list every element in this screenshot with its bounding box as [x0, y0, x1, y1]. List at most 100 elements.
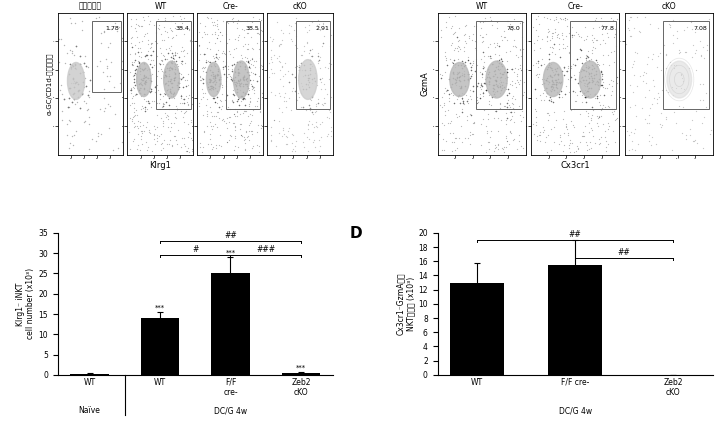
Point — [215, 106, 227, 113]
Point — [593, 115, 604, 121]
Point — [647, 77, 659, 83]
Point — [562, 125, 573, 132]
Point — [480, 18, 491, 25]
Point — [318, 95, 330, 102]
Point — [572, 146, 583, 153]
Point — [135, 105, 147, 112]
Point — [98, 108, 109, 115]
Point — [546, 78, 558, 84]
Point — [305, 97, 317, 104]
Point — [224, 106, 235, 112]
Point — [221, 139, 233, 146]
Point — [230, 142, 241, 149]
Point — [681, 24, 693, 31]
Point — [240, 75, 252, 82]
Point — [625, 14, 636, 21]
Point — [577, 133, 588, 140]
Point — [135, 23, 147, 29]
Point — [98, 86, 109, 92]
Point — [221, 74, 233, 81]
Point — [146, 64, 158, 71]
Point — [65, 79, 76, 86]
Point — [66, 20, 77, 26]
Point — [230, 83, 242, 90]
Point — [476, 69, 487, 76]
Point — [217, 103, 228, 109]
Point — [482, 116, 493, 123]
Point — [158, 68, 170, 75]
Point — [146, 40, 158, 46]
Point — [591, 92, 603, 99]
Point — [158, 101, 169, 108]
Point — [303, 84, 315, 91]
Point — [652, 63, 663, 70]
Point — [237, 82, 248, 89]
Point — [435, 34, 446, 40]
Point — [459, 37, 471, 44]
Point — [678, 26, 690, 33]
Point — [165, 58, 176, 65]
Point — [140, 74, 151, 81]
Point — [207, 22, 219, 29]
Point — [165, 89, 176, 96]
Point — [597, 21, 608, 28]
Point — [575, 74, 586, 81]
Point — [484, 75, 495, 82]
Point — [206, 79, 217, 86]
Point — [600, 138, 611, 145]
Point — [492, 146, 504, 153]
Point — [436, 75, 447, 81]
Point — [593, 78, 604, 85]
Point — [516, 53, 527, 60]
Point — [202, 79, 213, 86]
Point — [594, 82, 606, 89]
Point — [485, 127, 497, 134]
Point — [560, 33, 572, 40]
Point — [595, 76, 607, 83]
Point — [143, 100, 154, 107]
Point — [141, 66, 153, 73]
Point — [667, 16, 678, 23]
Point — [135, 79, 147, 86]
Point — [698, 43, 709, 50]
Point — [654, 49, 666, 56]
Point — [158, 61, 169, 68]
Point — [138, 75, 149, 82]
Point — [513, 66, 524, 72]
Point — [564, 145, 575, 152]
Point — [76, 90, 87, 97]
Point — [544, 72, 556, 79]
Point — [303, 27, 315, 34]
Point — [305, 60, 316, 67]
Text: ***: *** — [296, 365, 306, 371]
Point — [246, 55, 258, 62]
Point — [552, 64, 563, 71]
Point — [68, 78, 79, 84]
Point — [497, 145, 508, 152]
Point — [495, 79, 506, 86]
Point — [233, 143, 244, 150]
Point — [477, 62, 489, 69]
Point — [234, 80, 246, 87]
Point — [242, 59, 253, 66]
Point — [595, 140, 606, 147]
Point — [500, 117, 511, 124]
Point — [239, 108, 251, 115]
Point — [158, 69, 170, 76]
Point — [547, 79, 559, 86]
Point — [238, 109, 249, 116]
Point — [286, 38, 297, 45]
Point — [178, 134, 189, 141]
Point — [253, 46, 265, 53]
Point — [158, 52, 169, 59]
Point — [546, 83, 557, 90]
Point — [179, 109, 190, 116]
Point — [193, 43, 204, 50]
Point — [148, 98, 160, 105]
Point — [323, 64, 334, 71]
Point — [161, 141, 173, 148]
Point — [229, 79, 240, 86]
Point — [554, 133, 566, 140]
Point — [71, 79, 82, 86]
Point — [63, 104, 75, 110]
